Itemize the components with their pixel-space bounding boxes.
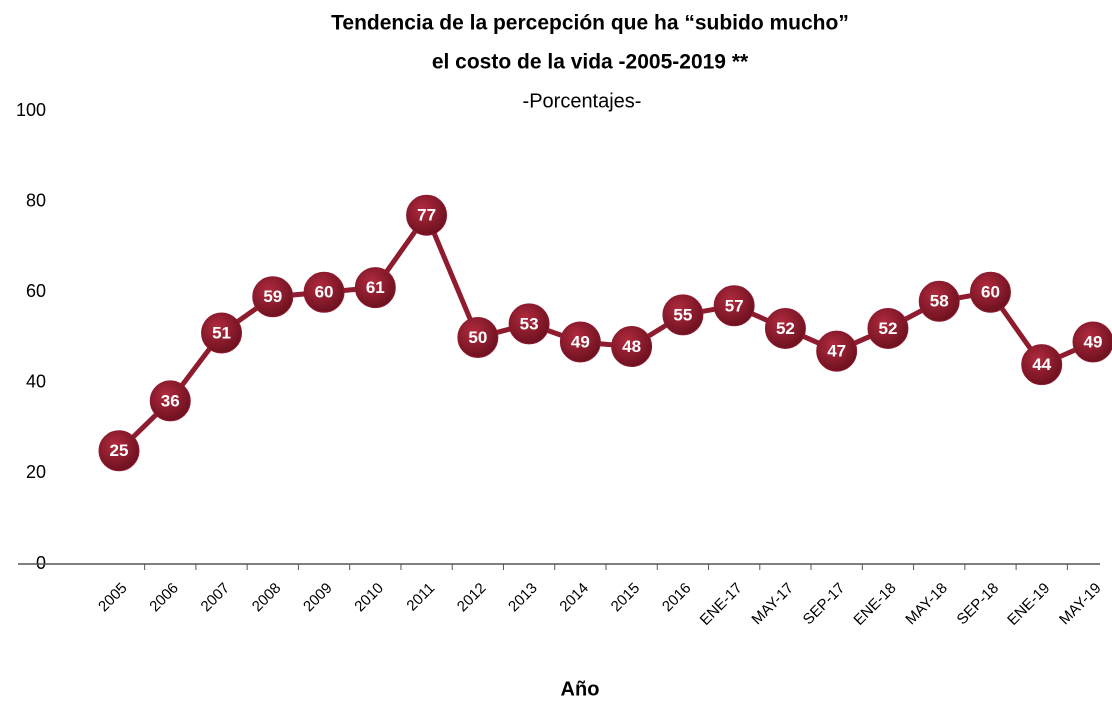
point [354, 267, 396, 309]
point [457, 317, 499, 358]
data-label: 59 [263, 287, 282, 306]
chart-title: Tendencia de la percepción que ha “subid… [331, 12, 849, 35]
point [816, 330, 858, 372]
x-tick-label: SEP-17 [800, 580, 849, 629]
x-tick-label: 2016 [659, 580, 695, 616]
data-label: 58 [930, 292, 949, 311]
data-label: 50 [468, 328, 487, 347]
point [149, 380, 191, 422]
x-tick-label: 2009 [300, 580, 336, 616]
x-tick-label: 2012 [454, 580, 490, 616]
point [98, 430, 140, 472]
line [117, 210, 1095, 453]
data-label: 47 [827, 342, 846, 361]
x-tick-label: MAY-19 [1056, 580, 1105, 629]
point [867, 307, 909, 349]
x-tick-label: 2007 [198, 580, 234, 616]
point [969, 271, 1011, 313]
point [713, 285, 755, 327]
data-label: 60 [981, 283, 1000, 302]
data-label: 60 [315, 283, 334, 302]
point [508, 303, 550, 345]
x-tick-label: 2015 [608, 580, 644, 616]
y-tick-label: 0 [36, 553, 46, 573]
y-tick-label: 100 [16, 100, 46, 120]
x-tick-label: ENE-19 [1004, 580, 1053, 629]
x-axis-title: Año [561, 678, 600, 700]
x-tick-label: 2013 [505, 580, 541, 616]
data-label: 61 [366, 278, 385, 297]
x-tick-label: MAY-17 [748, 580, 797, 629]
point [201, 312, 243, 354]
point [662, 294, 704, 336]
x-tick-label: ENE-18 [850, 580, 899, 629]
chart-title: el costo de la vida -2005-2019 ** [432, 51, 749, 74]
point [611, 326, 653, 368]
data-label: 53 [520, 314, 539, 333]
data-label: 36 [161, 391, 180, 410]
data-label: 44 [1032, 355, 1051, 374]
chart-subtitle: -Porcentajes- [523, 90, 642, 112]
point [252, 276, 294, 318]
y-tick-label: 80 [26, 190, 46, 210]
point [1072, 321, 1112, 363]
x-tick-label: 2014 [556, 580, 592, 616]
x-tick-label: 2011 [403, 580, 438, 615]
data-label: 52 [878, 319, 897, 338]
data-label: 77 [417, 206, 436, 225]
y-tick-label: 20 [26, 462, 46, 482]
data-label: 52 [776, 319, 795, 338]
x-tick-label: 2008 [249, 580, 285, 616]
x-tick-label: 2005 [95, 580, 131, 616]
point [918, 280, 960, 322]
data-label: 49 [571, 333, 590, 352]
point [559, 321, 601, 363]
y-tick-label: 40 [26, 372, 46, 392]
point [303, 271, 345, 313]
data-label: 48 [622, 337, 641, 356]
data-label: 57 [725, 296, 744, 315]
data-label: 51 [212, 323, 231, 342]
point [764, 307, 806, 349]
x-tick-label: MAY-18 [902, 580, 951, 629]
point [406, 194, 448, 236]
data-label: 49 [1084, 333, 1103, 352]
data-label: 25 [110, 441, 129, 460]
y-tick-label: 60 [26, 281, 46, 301]
point [1021, 344, 1063, 386]
x-tick-label: 2006 [146, 580, 182, 616]
x-tick-label: 2010 [351, 580, 387, 616]
data-label: 55 [673, 305, 692, 324]
x-tick-label: SEP-18 [954, 580, 1003, 629]
x-tick-label: ENE-17 [697, 580, 746, 629]
